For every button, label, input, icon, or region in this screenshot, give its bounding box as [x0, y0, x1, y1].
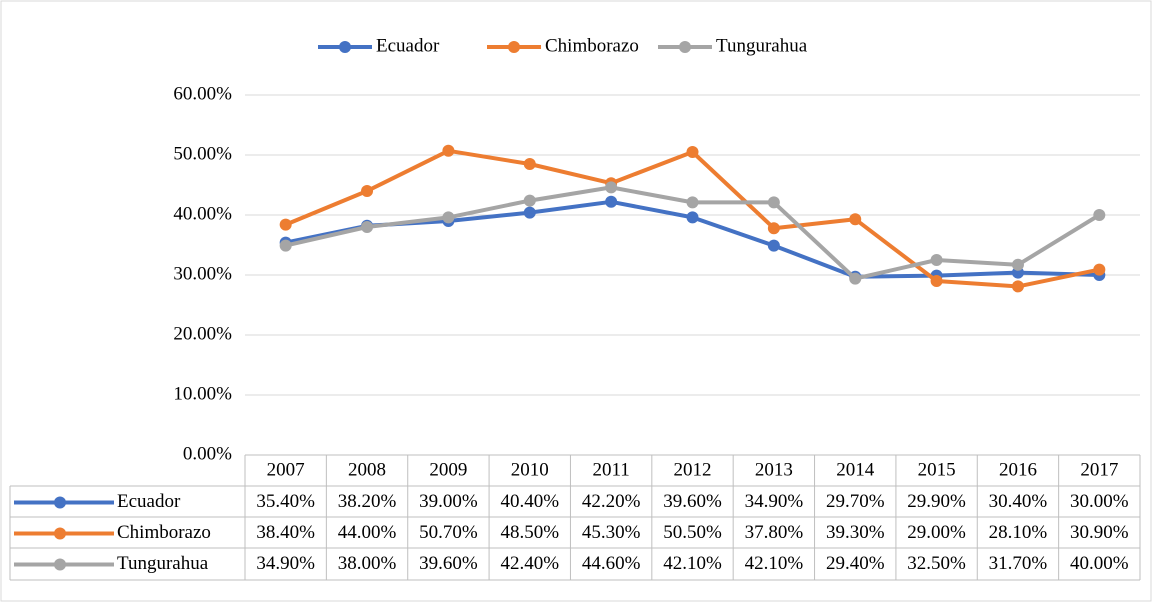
- x-tick-label: 2016: [999, 459, 1037, 480]
- table-value: 44.60%: [582, 553, 641, 574]
- data-point: [767, 196, 780, 209]
- x-tick-label: 2015: [918, 459, 956, 480]
- x-tick-label: 2012: [674, 459, 712, 480]
- y-tick-label: 10.00%: [173, 383, 232, 404]
- x-tick-label: 2008: [348, 459, 386, 480]
- legend-label: Chimborazo: [545, 35, 639, 56]
- table-legend-marker: [54, 496, 66, 509]
- y-tick-label: 60.00%: [173, 83, 232, 104]
- data-point: [361, 185, 374, 197]
- data-point: [686, 146, 699, 158]
- x-tick-label: 2017: [1080, 459, 1118, 480]
- y-tick-label: 0.00%: [183, 443, 232, 464]
- table-value: 29.00%: [907, 522, 966, 543]
- data-point: [605, 181, 618, 194]
- table-value: 29.40%: [826, 553, 885, 574]
- table-series-name: Tungurahua: [117, 553, 209, 574]
- table-value: 30.40%: [989, 491, 1048, 512]
- legend-marker: [339, 41, 351, 53]
- table-value: 38.40%: [256, 522, 315, 543]
- data-point: [930, 254, 943, 266]
- data-point: [686, 196, 699, 209]
- table-value: 38.00%: [338, 553, 397, 574]
- data-point: [767, 222, 780, 235]
- data-point: [849, 213, 862, 226]
- x-tick-label: 2007: [267, 459, 305, 480]
- data-point: [361, 221, 374, 233]
- y-tick-label: 50.00%: [173, 143, 232, 164]
- x-tick-label: 2014: [836, 459, 875, 480]
- table-value: 30.00%: [1070, 491, 1129, 512]
- table-value: 40.00%: [1070, 553, 1129, 574]
- table-value: 37.80%: [745, 522, 804, 543]
- data-point: [442, 211, 455, 224]
- table-series-name: Chimborazo: [117, 522, 211, 543]
- table-value: 44.00%: [338, 522, 397, 543]
- data-point: [523, 206, 536, 219]
- legend-marker: [508, 41, 520, 53]
- data-point: [686, 211, 699, 224]
- table-value: 42.20%: [582, 491, 641, 512]
- x-tick-label: 2010: [511, 459, 549, 480]
- x-tick-label: 2011: [592, 459, 629, 480]
- table-value: 50.70%: [419, 522, 478, 543]
- table-value: 39.30%: [826, 522, 885, 543]
- table-value: 42.10%: [663, 553, 722, 574]
- table-value: 28.10%: [989, 522, 1048, 543]
- data-point: [442, 144, 455, 157]
- table-value: 45.30%: [582, 522, 641, 543]
- legend-label: Ecuador: [376, 35, 440, 56]
- table-value: 30.90%: [1070, 522, 1129, 543]
- data-point: [1093, 209, 1106, 221]
- table-value: 42.40%: [500, 553, 559, 574]
- table-value: 50.50%: [663, 522, 722, 543]
- legend-marker: [679, 41, 691, 53]
- table-value: 39.60%: [663, 491, 722, 512]
- table-value: 40.40%: [500, 491, 559, 512]
- data-point: [767, 239, 780, 252]
- legend-label: Tungurahua: [716, 35, 808, 56]
- table-value: 32.50%: [907, 553, 966, 574]
- table-value: 29.90%: [907, 491, 966, 512]
- table-legend-marker: [54, 527, 66, 540]
- table-legend-marker: [54, 558, 66, 571]
- table-value: 34.90%: [745, 491, 804, 512]
- table-value: 42.10%: [745, 553, 804, 574]
- data-point: [605, 195, 618, 208]
- table-value: 39.00%: [419, 491, 478, 512]
- table-value: 34.90%: [256, 553, 315, 574]
- x-tick-label: 2009: [429, 459, 467, 480]
- data-point: [1011, 258, 1024, 271]
- data-point: [930, 275, 943, 287]
- table-value: 35.40%: [256, 491, 315, 512]
- y-tick-label: 20.00%: [173, 323, 232, 344]
- table-value: 38.20%: [338, 491, 397, 512]
- data-point: [523, 194, 536, 207]
- data-point: [1011, 280, 1024, 293]
- y-tick-label: 30.00%: [173, 263, 232, 284]
- data-point: [279, 239, 292, 252]
- data-point: [1093, 263, 1106, 276]
- table-value: 48.50%: [500, 522, 559, 543]
- table-value: 29.70%: [826, 491, 885, 512]
- y-tick-label: 40.00%: [173, 203, 232, 224]
- data-point: [279, 218, 292, 231]
- data-point: [523, 158, 536, 170]
- table-value: 39.60%: [419, 553, 478, 574]
- table-value: 31.70%: [989, 553, 1048, 574]
- x-tick-label: 2013: [755, 459, 793, 480]
- data-point: [849, 272, 862, 285]
- table-series-name: Ecuador: [117, 491, 181, 512]
